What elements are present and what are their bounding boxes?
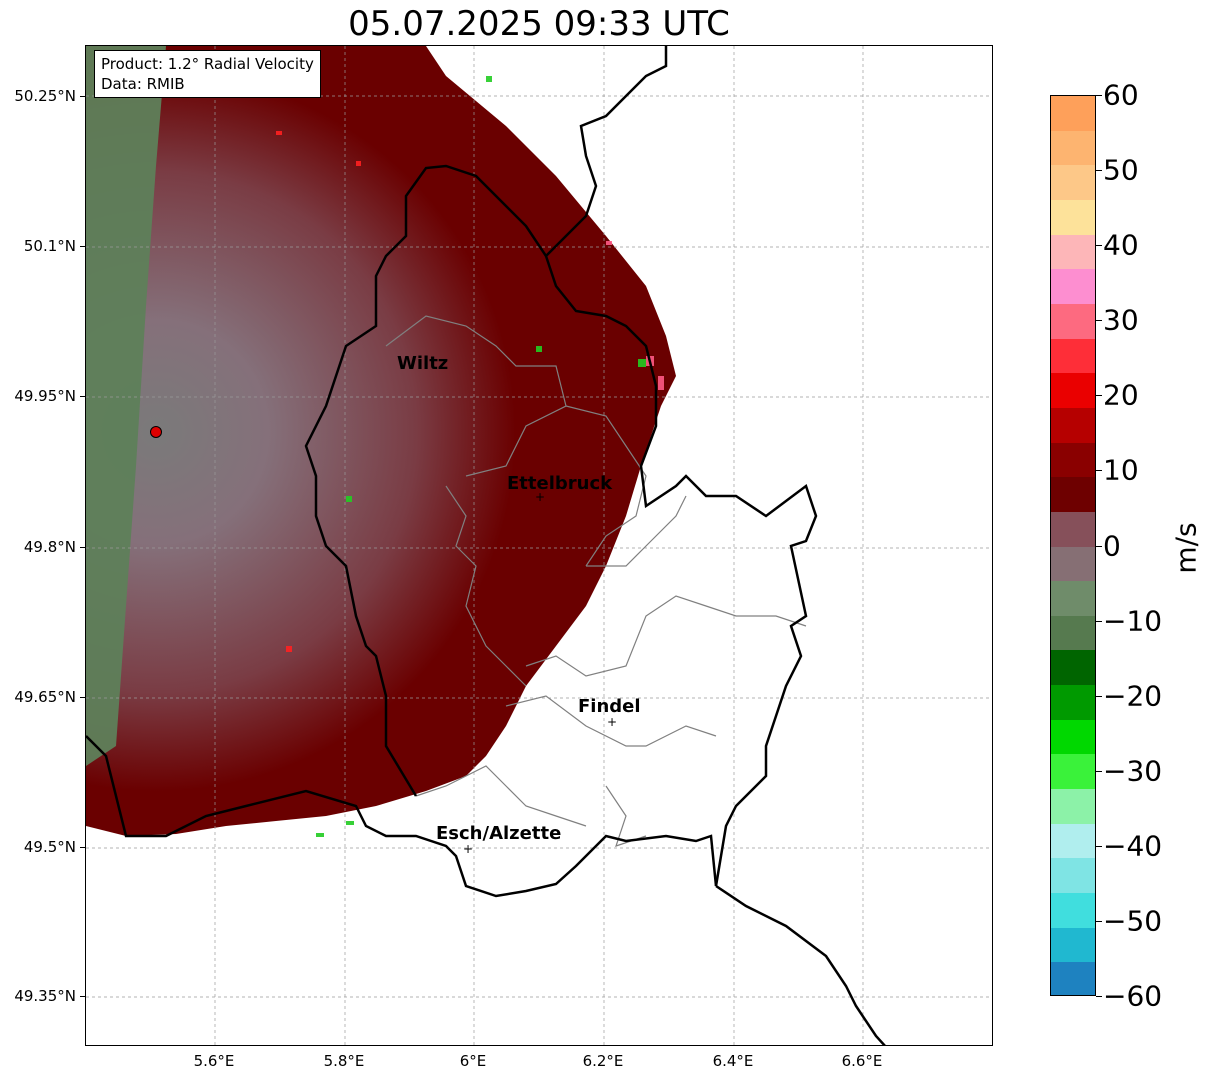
- colorbar-tick-label: 30: [1103, 303, 1139, 337]
- colorbar-tick-mark: [1096, 920, 1102, 922]
- velocity-field: [86, 46, 676, 836]
- city-marker-esch: +: [463, 842, 473, 856]
- colorbar-tick-label: −40: [1103, 829, 1163, 863]
- colorbar-segment: [1051, 823, 1095, 860]
- city-label-findel: Findel: [578, 696, 641, 717]
- y-tick: 49.95°N: [14, 387, 85, 405]
- city-ettelbruck: Ettelbruck +: [507, 473, 613, 504]
- colorbar-tick-mark: [1096, 470, 1102, 472]
- colorbar-tick-label: −60: [1103, 979, 1163, 1013]
- colorbar-segment: [1051, 269, 1095, 305]
- x-tick: 6.6°E: [841, 1052, 883, 1070]
- city-label-wiltz: Wiltz: [397, 353, 448, 374]
- colorbar-tick-label: 0: [1103, 529, 1121, 562]
- colorbar-segment: [1051, 615, 1095, 652]
- colorbar-segment: [1051, 858, 1095, 895]
- colorbar-label: m/s: [1169, 522, 1203, 574]
- colorbar-segment: [1051, 581, 1095, 617]
- colorbar-segment: [1051, 199, 1095, 236]
- colorbar-segment: [1051, 373, 1095, 409]
- colorbar-segment: [1051, 511, 1095, 548]
- national-borders: [86, 46, 886, 1045]
- colorbar-segment: [1051, 477, 1095, 513]
- colorbar-tick-label: −50: [1103, 904, 1163, 938]
- colorbar-segment: [1051, 927, 1095, 964]
- x-tick: 6.4°E: [712, 1052, 754, 1070]
- y-tick: 49.8°N: [23, 538, 86, 556]
- colorbar-segment: [1051, 96, 1095, 132]
- y-tick: 49.65°N: [14, 688, 85, 706]
- colorbar-segment: [1051, 650, 1095, 687]
- colorbar-tick-mark: [1096, 770, 1102, 772]
- colorbar-tick-mark: [1096, 845, 1102, 847]
- colorbar-segment: [1051, 303, 1095, 340]
- city-label-ettelbruck: Ettelbruck: [507, 473, 613, 494]
- colorbar-tick-label: −30: [1103, 754, 1163, 788]
- city-wiltz: Wiltz: [397, 353, 448, 374]
- colorbar-tick-label: 40: [1103, 228, 1139, 262]
- city-marker-ettelbruck: +: [535, 490, 545, 504]
- colorbar-segment: [1051, 442, 1095, 479]
- city-label-esch: Esch/Alzette: [436, 823, 561, 844]
- colorbar-tick-label: 50: [1103, 153, 1139, 187]
- y-tick: 49.5°N: [23, 838, 86, 856]
- colorbar-segment: [1051, 685, 1095, 721]
- colorbar-segment: [1051, 165, 1095, 201]
- colorbar-segment: [1051, 338, 1095, 375]
- colorbar-tick-mark: [1096, 996, 1102, 997]
- radar-site-marker: [150, 426, 162, 438]
- x-tick: 5.6°E: [193, 1052, 235, 1070]
- colorbar-segment: [1051, 789, 1095, 825]
- map-canvas: Wiltz Ettelbruck + Findel + Esch/Alzette…: [86, 46, 992, 1045]
- radar-map[interactable]: Wiltz Ettelbruck + Findel + Esch/Alzette…: [85, 45, 993, 1046]
- colorbar-segment: [1051, 719, 1095, 756]
- colorbar-tick-mark: [1096, 695, 1102, 697]
- city-marker-findel: +: [607, 715, 617, 729]
- product-info-box: Product: 1.2° Radial Velocity Data: RMIB: [94, 50, 321, 98]
- colorbar-tick-mark: [1096, 620, 1102, 622]
- colorbar-segment: [1051, 962, 1095, 995]
- colorbar: [1050, 95, 1096, 996]
- velocity-field-west: [86, 46, 166, 766]
- colorbar-segment: [1051, 754, 1095, 791]
- product-label: Product: 1.2° Radial Velocity: [101, 55, 314, 73]
- colorbar-tick-mark: [1096, 320, 1102, 322]
- data-source-label: Data: RMIB: [101, 75, 185, 93]
- colorbar-tick-label: −20: [1103, 679, 1163, 713]
- colorbar-tick-mark: [1096, 545, 1102, 547]
- colorbar-tick-label: 10: [1103, 453, 1139, 487]
- colorbar-tick-mark: [1096, 395, 1102, 397]
- colorbar-tick-label: 60: [1103, 78, 1139, 112]
- city-findel: Findel +: [578, 696, 641, 729]
- y-tick: 49.35°N: [14, 987, 85, 1005]
- colorbar-segment: [1051, 546, 1095, 583]
- city-esch: Esch/Alzette +: [436, 823, 561, 856]
- colorbar-tick-mark: [1096, 245, 1102, 247]
- y-tick: 50.25°N: [14, 87, 85, 105]
- colorbar-tick-label: 20: [1103, 378, 1139, 412]
- x-tick: 6.2°E: [582, 1052, 624, 1070]
- colorbar-tick-label: −10: [1103, 604, 1163, 638]
- x-tick: 6°E: [459, 1052, 487, 1070]
- colorbar-segment: [1051, 234, 1095, 271]
- colorbar-tick-mark: [1096, 95, 1102, 96]
- colorbar-tick-mark: [1096, 170, 1102, 172]
- y-tick: 50.1°N: [23, 237, 86, 255]
- colorbar-segment: [1051, 130, 1095, 167]
- x-tick: 5.8°E: [323, 1052, 365, 1070]
- colorbar-segment: [1051, 407, 1095, 444]
- colorbar-segment: [1051, 893, 1095, 929]
- page-title: 05.07.2025 09:33 UTC: [348, 4, 730, 44]
